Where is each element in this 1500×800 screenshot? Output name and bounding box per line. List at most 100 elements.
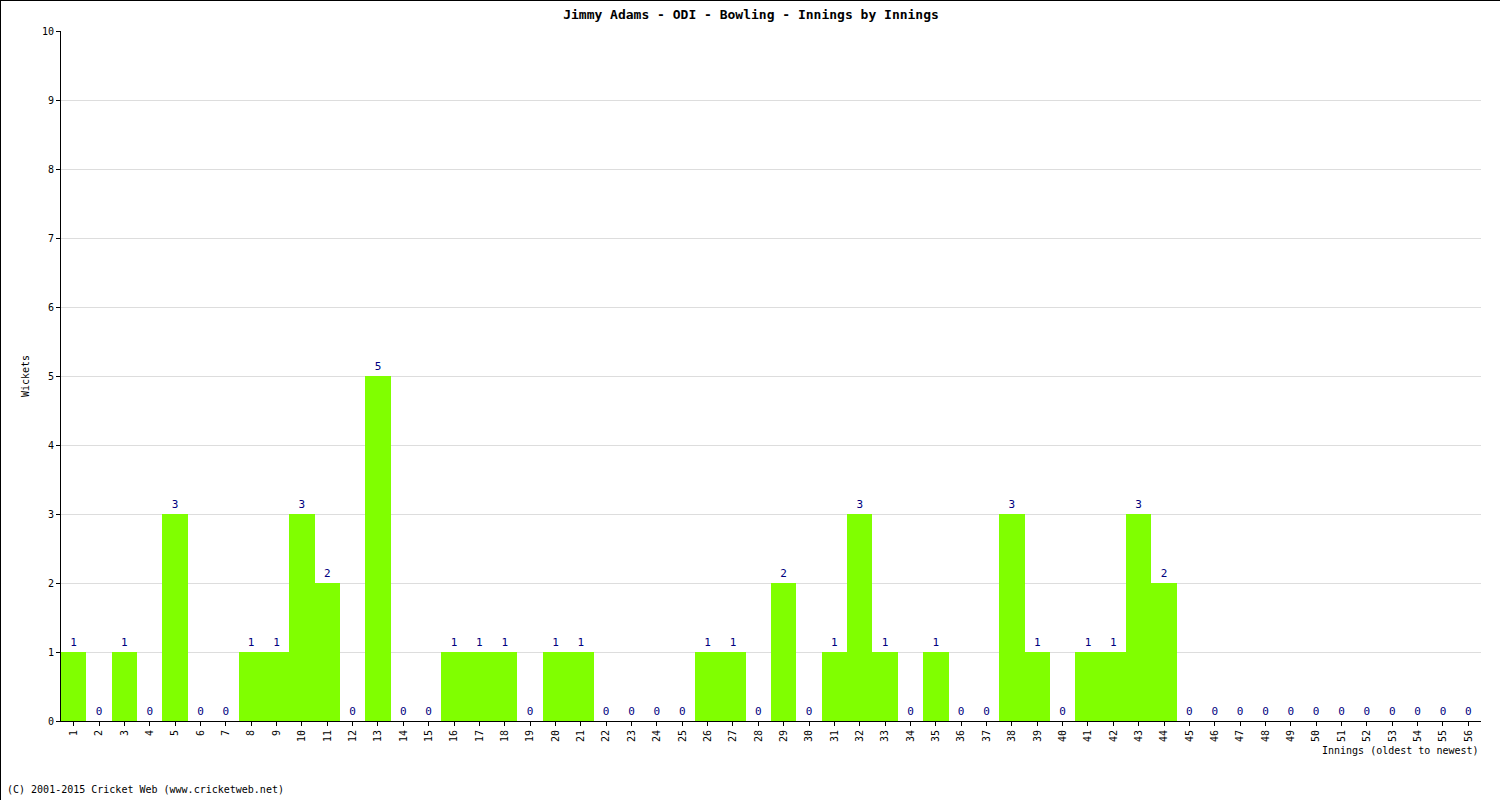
svg-text:3: 3 (1135, 498, 1142, 511)
svg-text:50: 50 (1310, 730, 1321, 742)
svg-text:36: 36 (955, 730, 966, 742)
svg-text:0: 0 (1389, 705, 1396, 718)
svg-text:0: 0 (1262, 705, 1269, 718)
svg-text:20: 20 (550, 730, 561, 742)
svg-text:41: 41 (1082, 730, 1093, 742)
svg-text:19: 19 (524, 730, 535, 742)
svg-text:9: 9 (48, 95, 54, 106)
svg-text:56: 56 (1463, 730, 1474, 742)
svg-text:1: 1 (476, 636, 483, 649)
svg-text:0: 0 (1059, 705, 1066, 718)
svg-text:22: 22 (600, 730, 611, 742)
svg-text:(C) 2001-2015 Cricket Web (www: (C) 2001-2015 Cricket Web (www.cricketwe… (7, 784, 284, 795)
svg-text:0: 0 (425, 705, 432, 718)
svg-text:1: 1 (1110, 636, 1117, 649)
svg-text:1: 1 (730, 636, 737, 649)
svg-text:Jimmy Adams - ODI - Bowling -: Jimmy Adams - ODI - Bowling - Innings by… (563, 7, 939, 22)
svg-text:0: 0 (1288, 705, 1295, 718)
svg-text:6: 6 (195, 730, 206, 736)
svg-text:0: 0 (527, 705, 534, 718)
svg-text:0: 0 (1186, 705, 1193, 718)
svg-text:0: 0 (223, 705, 230, 718)
svg-text:30: 30 (803, 730, 814, 742)
svg-text:29: 29 (778, 730, 789, 742)
svg-text:1: 1 (501, 636, 508, 649)
svg-text:8: 8 (245, 730, 256, 736)
svg-text:34: 34 (905, 730, 916, 742)
svg-text:0: 0 (197, 705, 204, 718)
svg-text:9: 9 (271, 730, 282, 736)
svg-text:49: 49 (1285, 730, 1296, 742)
svg-text:3: 3 (299, 498, 306, 511)
svg-text:15: 15 (423, 730, 434, 742)
svg-text:51: 51 (1336, 730, 1347, 742)
svg-text:17: 17 (474, 730, 485, 742)
svg-text:0: 0 (96, 705, 103, 718)
svg-text:2: 2 (48, 578, 54, 589)
svg-text:0: 0 (1211, 705, 1218, 718)
svg-text:0: 0 (907, 705, 914, 718)
svg-text:52: 52 (1361, 730, 1372, 742)
svg-text:0: 0 (679, 705, 686, 718)
svg-text:55: 55 (1437, 730, 1448, 742)
svg-text:0: 0 (603, 705, 610, 718)
svg-text:45: 45 (1184, 730, 1195, 742)
svg-text:33: 33 (879, 730, 890, 742)
svg-text:1: 1 (451, 636, 458, 649)
svg-text:0: 0 (349, 705, 356, 718)
svg-text:26: 26 (702, 730, 713, 742)
svg-text:38: 38 (1006, 730, 1017, 742)
svg-text:12: 12 (347, 730, 358, 742)
svg-text:10: 10 (42, 26, 54, 37)
svg-text:2: 2 (324, 567, 331, 580)
svg-text:0: 0 (654, 705, 661, 718)
svg-text:0: 0 (48, 716, 54, 727)
svg-text:39: 39 (1032, 730, 1043, 742)
svg-text:1: 1 (704, 636, 711, 649)
svg-text:42: 42 (1108, 730, 1119, 742)
svg-text:23: 23 (626, 730, 637, 742)
svg-text:0: 0 (1313, 705, 1320, 718)
svg-text:8: 8 (48, 164, 54, 175)
svg-text:46: 46 (1209, 730, 1220, 742)
svg-text:2: 2 (780, 567, 787, 580)
svg-text:18: 18 (499, 730, 510, 742)
svg-text:0: 0 (1237, 705, 1244, 718)
svg-text:Innings (oldest to newest): Innings (oldest to newest) (1322, 745, 1479, 756)
svg-text:4: 4 (48, 440, 54, 451)
svg-text:1: 1 (933, 636, 940, 649)
svg-text:0: 0 (983, 705, 990, 718)
svg-text:32: 32 (854, 730, 865, 742)
svg-text:31: 31 (829, 730, 840, 742)
svg-text:1: 1 (578, 636, 585, 649)
svg-text:1: 1 (1085, 636, 1092, 649)
svg-text:5: 5 (48, 371, 54, 382)
svg-text:47: 47 (1234, 730, 1245, 742)
svg-text:40: 40 (1057, 730, 1068, 742)
svg-text:1: 1 (273, 636, 280, 649)
svg-text:27: 27 (727, 730, 738, 742)
svg-text:2: 2 (1161, 567, 1168, 580)
svg-text:13: 13 (372, 730, 383, 742)
svg-text:53: 53 (1387, 730, 1398, 742)
svg-text:3: 3 (48, 509, 54, 520)
svg-text:3: 3 (856, 498, 863, 511)
svg-text:0: 0 (400, 705, 407, 718)
svg-text:3: 3 (172, 498, 179, 511)
svg-text:16: 16 (448, 730, 459, 742)
svg-text:1: 1 (552, 636, 559, 649)
svg-text:0: 0 (806, 705, 813, 718)
svg-text:3: 3 (1009, 498, 1016, 511)
svg-text:44: 44 (1158, 730, 1169, 742)
svg-text:4: 4 (144, 730, 155, 736)
svg-text:48: 48 (1260, 730, 1271, 742)
svg-text:37: 37 (981, 730, 992, 742)
svg-text:0: 0 (628, 705, 635, 718)
svg-text:10: 10 (296, 730, 307, 742)
svg-text:Wickets: Wickets (20, 355, 31, 397)
svg-text:0: 0 (1364, 705, 1371, 718)
svg-text:14: 14 (398, 730, 409, 742)
svg-text:5: 5 (169, 730, 180, 736)
svg-text:54: 54 (1412, 730, 1423, 742)
svg-text:0: 0 (958, 705, 965, 718)
